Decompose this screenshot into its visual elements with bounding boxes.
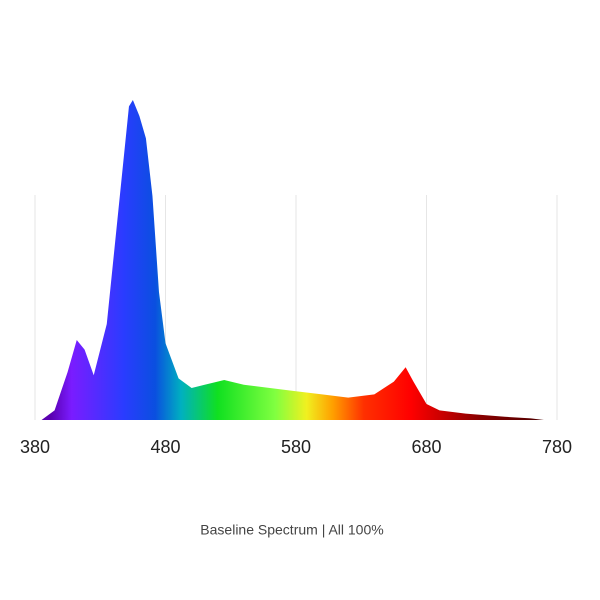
x-tick-label: 780: [542, 437, 572, 457]
x-tick-label: 680: [411, 437, 441, 457]
x-tick-label: 480: [150, 437, 180, 457]
x-tick-label: 580: [281, 437, 311, 457]
spectrum-area: [41, 100, 544, 420]
chart-title: Baseline Spectrum | All 100%: [200, 522, 383, 538]
x-tick-label: 380: [20, 437, 50, 457]
